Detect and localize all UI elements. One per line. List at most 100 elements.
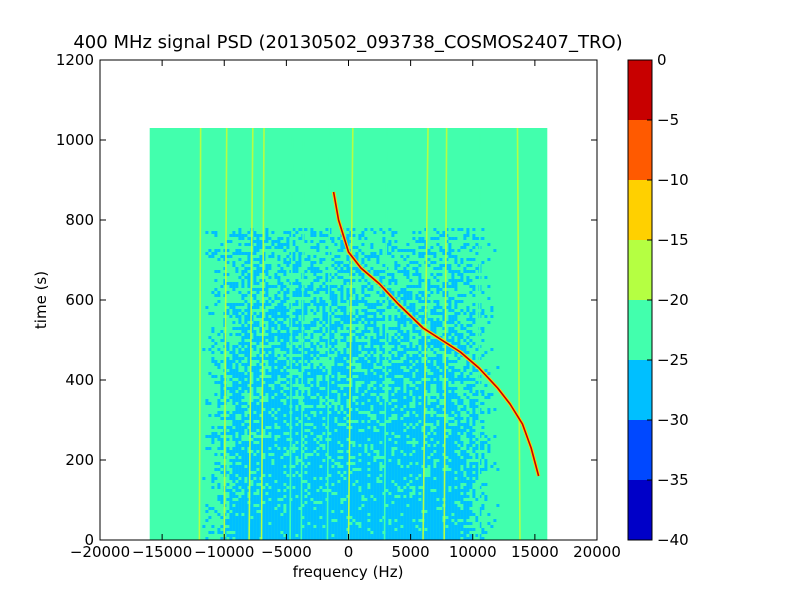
noise-cell xyxy=(310,324,314,327)
noise-cell xyxy=(439,348,443,351)
noise-cell xyxy=(361,285,365,288)
noise-cell xyxy=(277,276,281,279)
noise-cell xyxy=(235,510,239,513)
noise-cell xyxy=(478,507,482,510)
noise-cell xyxy=(334,381,338,384)
noise-cell xyxy=(292,492,296,495)
noise-cell xyxy=(343,279,347,282)
noise-cell xyxy=(307,303,311,306)
noise-cell xyxy=(424,462,428,465)
noise-cell xyxy=(481,444,485,447)
noise-cell xyxy=(466,330,470,333)
noise-cell xyxy=(346,504,350,507)
noise-cell xyxy=(217,483,221,486)
noise-cell xyxy=(262,468,266,471)
noise-cell xyxy=(277,471,281,474)
noise-cell xyxy=(232,285,236,288)
noise-cell xyxy=(451,348,455,351)
noise-cell xyxy=(319,480,323,483)
noise-cell xyxy=(298,282,302,285)
noise-cell xyxy=(322,498,326,501)
noise-cell xyxy=(484,435,488,438)
noise-cell xyxy=(385,435,389,438)
noise-cell xyxy=(412,261,416,264)
noise-cell xyxy=(229,360,233,363)
noise-cell xyxy=(361,489,365,492)
noise-cell xyxy=(346,501,350,504)
noise-cell xyxy=(253,252,257,255)
noise-cell xyxy=(448,492,452,495)
noise-cell xyxy=(388,399,392,402)
noise-cell xyxy=(406,501,410,504)
noise-cell xyxy=(400,477,404,480)
noise-cell xyxy=(415,375,419,378)
noise-cell xyxy=(448,279,452,282)
noise-cell xyxy=(493,435,497,438)
noise-cell xyxy=(439,321,443,324)
noise-cell xyxy=(346,321,350,324)
noise-cell xyxy=(382,378,386,381)
noise-cell xyxy=(238,474,242,477)
noise-cell xyxy=(310,447,314,450)
noise-cell xyxy=(316,279,320,282)
noise-cell xyxy=(430,450,434,453)
noise-cell xyxy=(457,345,461,348)
noise-cell xyxy=(412,273,416,276)
noise-cell xyxy=(343,432,347,435)
noise-cell xyxy=(418,429,422,432)
noise-cell xyxy=(475,414,479,417)
noise-cell xyxy=(361,480,365,483)
noise-cell xyxy=(307,498,311,501)
noise-cell xyxy=(277,495,281,498)
noise-cell xyxy=(481,291,485,294)
noise-cell xyxy=(328,510,332,513)
noise-cell xyxy=(448,426,452,429)
noise-cell xyxy=(463,429,467,432)
noise-cell xyxy=(232,252,236,255)
noise-cell xyxy=(265,441,269,444)
noise-cell xyxy=(268,327,272,330)
noise-cell xyxy=(373,255,377,258)
noise-cell xyxy=(460,309,464,312)
noise-cell xyxy=(430,480,434,483)
noise-cell xyxy=(322,339,326,342)
noise-cell xyxy=(271,411,275,414)
noise-cell xyxy=(313,267,317,270)
noise-cell xyxy=(328,333,332,336)
noise-cell xyxy=(286,237,290,240)
noise-cell xyxy=(283,354,287,357)
noise-cell xyxy=(310,387,314,390)
noise-cell xyxy=(313,291,317,294)
noise-cell xyxy=(454,237,458,240)
noise-cell xyxy=(235,468,239,471)
noise-cell xyxy=(322,390,326,393)
noise-cell xyxy=(379,486,383,489)
noise-cell xyxy=(211,252,215,255)
noise-cell xyxy=(295,453,299,456)
noise-cell xyxy=(343,369,347,372)
noise-cell xyxy=(427,507,431,510)
noise-cell xyxy=(268,390,272,393)
noise-cell xyxy=(436,354,440,357)
noise-cell xyxy=(346,390,350,393)
noise-cell xyxy=(250,477,254,480)
noise-cell xyxy=(388,306,392,309)
noise-cell xyxy=(439,474,443,477)
noise-cell xyxy=(430,402,434,405)
noise-cell xyxy=(445,393,449,396)
noise-cell xyxy=(442,333,446,336)
noise-cell xyxy=(439,249,443,252)
noise-cell xyxy=(445,339,449,342)
noise-cell xyxy=(259,489,263,492)
noise-cell xyxy=(472,237,476,240)
noise-cell xyxy=(466,471,470,474)
noise-cell xyxy=(361,483,365,486)
noise-cell xyxy=(256,249,260,252)
noise-cell xyxy=(256,411,260,414)
noise-cell xyxy=(373,384,377,387)
noise-cell xyxy=(379,450,383,453)
noise-cell xyxy=(229,474,233,477)
noise-cell xyxy=(256,408,260,411)
noise-cell xyxy=(271,483,275,486)
noise-cell xyxy=(235,495,239,498)
